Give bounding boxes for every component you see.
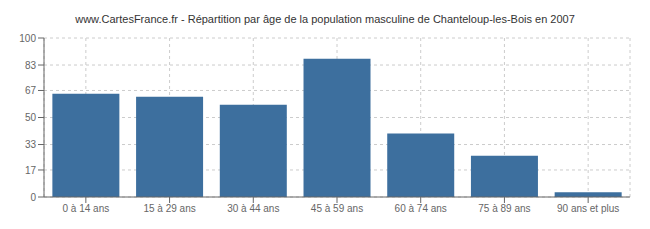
html-text:www.CartesFrance.fr - Répartit: www.CartesFrance.fr - Répartition par âg… [75, 13, 575, 25]
svg-text:67: 67 [25, 85, 37, 96]
svg-text:90 ans et plus: 90 ans et plus [557, 203, 619, 214]
svg-text:17: 17 [25, 165, 37, 176]
svg-text:60 à 74 ans: 60 à 74 ans [395, 203, 447, 214]
svg-text:75 à 89 ans: 75 à 89 ans [478, 203, 530, 214]
svg-text:0: 0 [30, 192, 36, 203]
svg-text:15 à 29 ans: 15 à 29 ans [143, 203, 195, 214]
svg-text:0 à 14 ans: 0 à 14 ans [62, 203, 109, 214]
svg-text:45 à 59 ans: 45 à 59 ans [311, 203, 363, 214]
svg-text:100: 100 [19, 33, 36, 44]
svg-text:33: 33 [25, 139, 37, 150]
svg-text:50: 50 [25, 112, 37, 123]
svg-text:30 à 44 ans: 30 à 44 ans [227, 203, 279, 214]
svg-text:83: 83 [25, 60, 37, 71]
